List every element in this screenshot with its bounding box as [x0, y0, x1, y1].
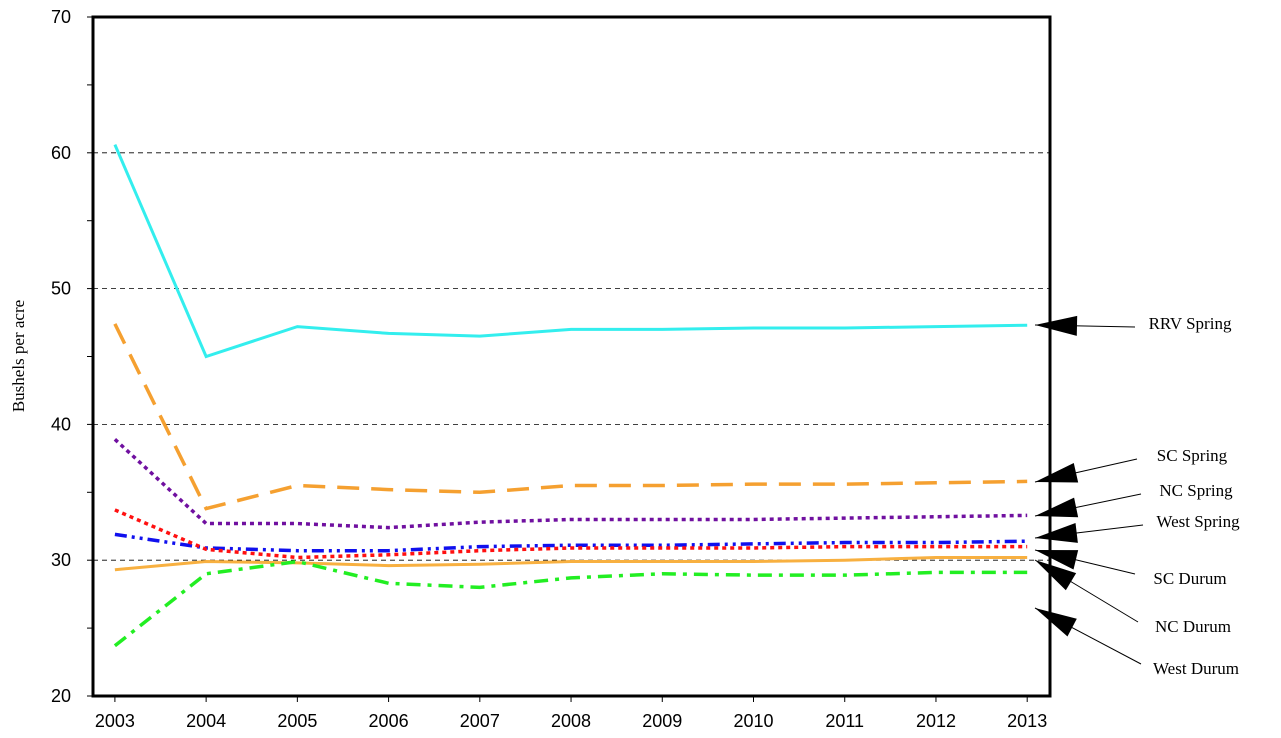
arrow-head: [1035, 497, 1079, 518]
y-tick-label: 20: [51, 686, 71, 706]
x-tick-label: 2011: [825, 711, 864, 731]
arrow-head: [1035, 463, 1079, 483]
y-tick-label: 50: [51, 279, 71, 299]
arrow-head: [1035, 608, 1077, 637]
x-tick-label: 2007: [460, 711, 500, 731]
x-tick-label: 2009: [642, 711, 682, 731]
series-line: [113, 559, 1028, 648]
x-tick-label: 2010: [733, 711, 773, 731]
arrow-head: [1035, 523, 1078, 543]
y-tick-label: 60: [51, 143, 71, 163]
series-label: West Durum: [1153, 659, 1239, 678]
series-label: NC Durum: [1155, 617, 1231, 636]
x-tick-label: 2005: [277, 711, 317, 731]
x-tick-label: 2003: [95, 711, 135, 731]
series-line: [113, 438, 1028, 530]
series-label: SC Durum: [1153, 569, 1226, 588]
series-label: RRV Spring: [1149, 314, 1232, 333]
series-line: [114, 532, 1028, 553]
plot-frame: [91, 15, 1052, 698]
series-label: NC Spring: [1159, 481, 1233, 500]
y-tick-label: 70: [51, 7, 71, 27]
arrow-head: [1035, 315, 1078, 336]
x-tick-label: 2013: [1007, 711, 1047, 731]
series-label: SC Spring: [1157, 446, 1228, 465]
x-tick-label: 2006: [369, 711, 409, 731]
series-line: [113, 323, 1028, 511]
arrow-head: [1035, 550, 1079, 570]
series-label: West Spring: [1156, 512, 1240, 531]
x-tick-label: 2012: [916, 711, 956, 731]
series-line: [114, 508, 1028, 560]
y-tick-label: 40: [51, 414, 71, 434]
y-axis-label: Bushels per acre: [9, 300, 28, 412]
x-tick-label: 2004: [186, 711, 226, 731]
y-tick-label: 30: [51, 550, 71, 570]
arrow-head: [1035, 560, 1077, 591]
series-line: [114, 555, 1028, 572]
x-tick-label: 2008: [551, 711, 591, 731]
series-line: [113, 144, 1028, 359]
